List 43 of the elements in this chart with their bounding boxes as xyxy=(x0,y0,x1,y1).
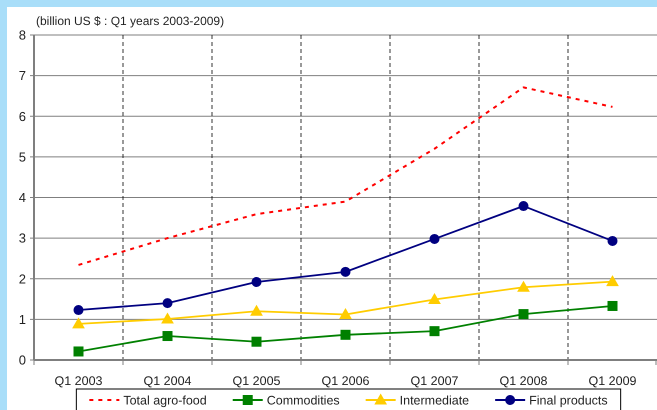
y-tick-label: 1 xyxy=(18,312,26,327)
y-tick-label: 2 xyxy=(18,271,26,286)
y-tick-label: 7 xyxy=(18,68,26,84)
legend-label: Commodities xyxy=(266,393,340,408)
point xyxy=(340,266,350,277)
y-tick-label: 5 xyxy=(18,149,26,164)
point xyxy=(250,305,262,316)
point xyxy=(340,330,350,340)
point xyxy=(162,298,172,308)
chart-title: (billion US $ : Q1 years 2003-2009) xyxy=(36,14,224,28)
x-tick-label: Q1 2009 xyxy=(588,374,637,388)
point xyxy=(430,234,440,244)
point xyxy=(72,318,84,328)
y-tick-label: 6 xyxy=(18,108,26,124)
point xyxy=(606,276,618,286)
point xyxy=(518,201,528,212)
point xyxy=(608,300,618,311)
line-series xyxy=(78,86,614,266)
x-tick-label: Q1 2008 xyxy=(500,374,548,388)
y-tick-label: 4 xyxy=(18,190,26,206)
x-tick-label: Q1 2003 xyxy=(54,374,103,388)
y-tick-label: 0 xyxy=(18,352,26,368)
point xyxy=(340,308,352,319)
y-tick-label: 3 xyxy=(18,230,26,246)
x-tick-label: Q1 2007 xyxy=(410,374,459,388)
point xyxy=(162,312,174,324)
x-tick-label: Q1 2006 xyxy=(322,374,370,388)
point xyxy=(518,309,528,320)
legend-label: Intermediate xyxy=(400,393,470,408)
point xyxy=(428,293,440,304)
y-tick-label: 8 xyxy=(18,28,26,43)
point xyxy=(74,346,84,356)
point xyxy=(430,326,440,336)
point xyxy=(518,281,530,292)
x-tick-label: Q1 2005 xyxy=(232,374,281,388)
point xyxy=(162,331,172,342)
point xyxy=(252,277,262,287)
legend-label: Total agro-food xyxy=(123,393,207,408)
point xyxy=(608,236,618,246)
x-tick-label: Q1 2004 xyxy=(144,374,192,388)
legend-label: Final products xyxy=(529,393,608,408)
point xyxy=(252,336,262,347)
point xyxy=(74,305,84,316)
